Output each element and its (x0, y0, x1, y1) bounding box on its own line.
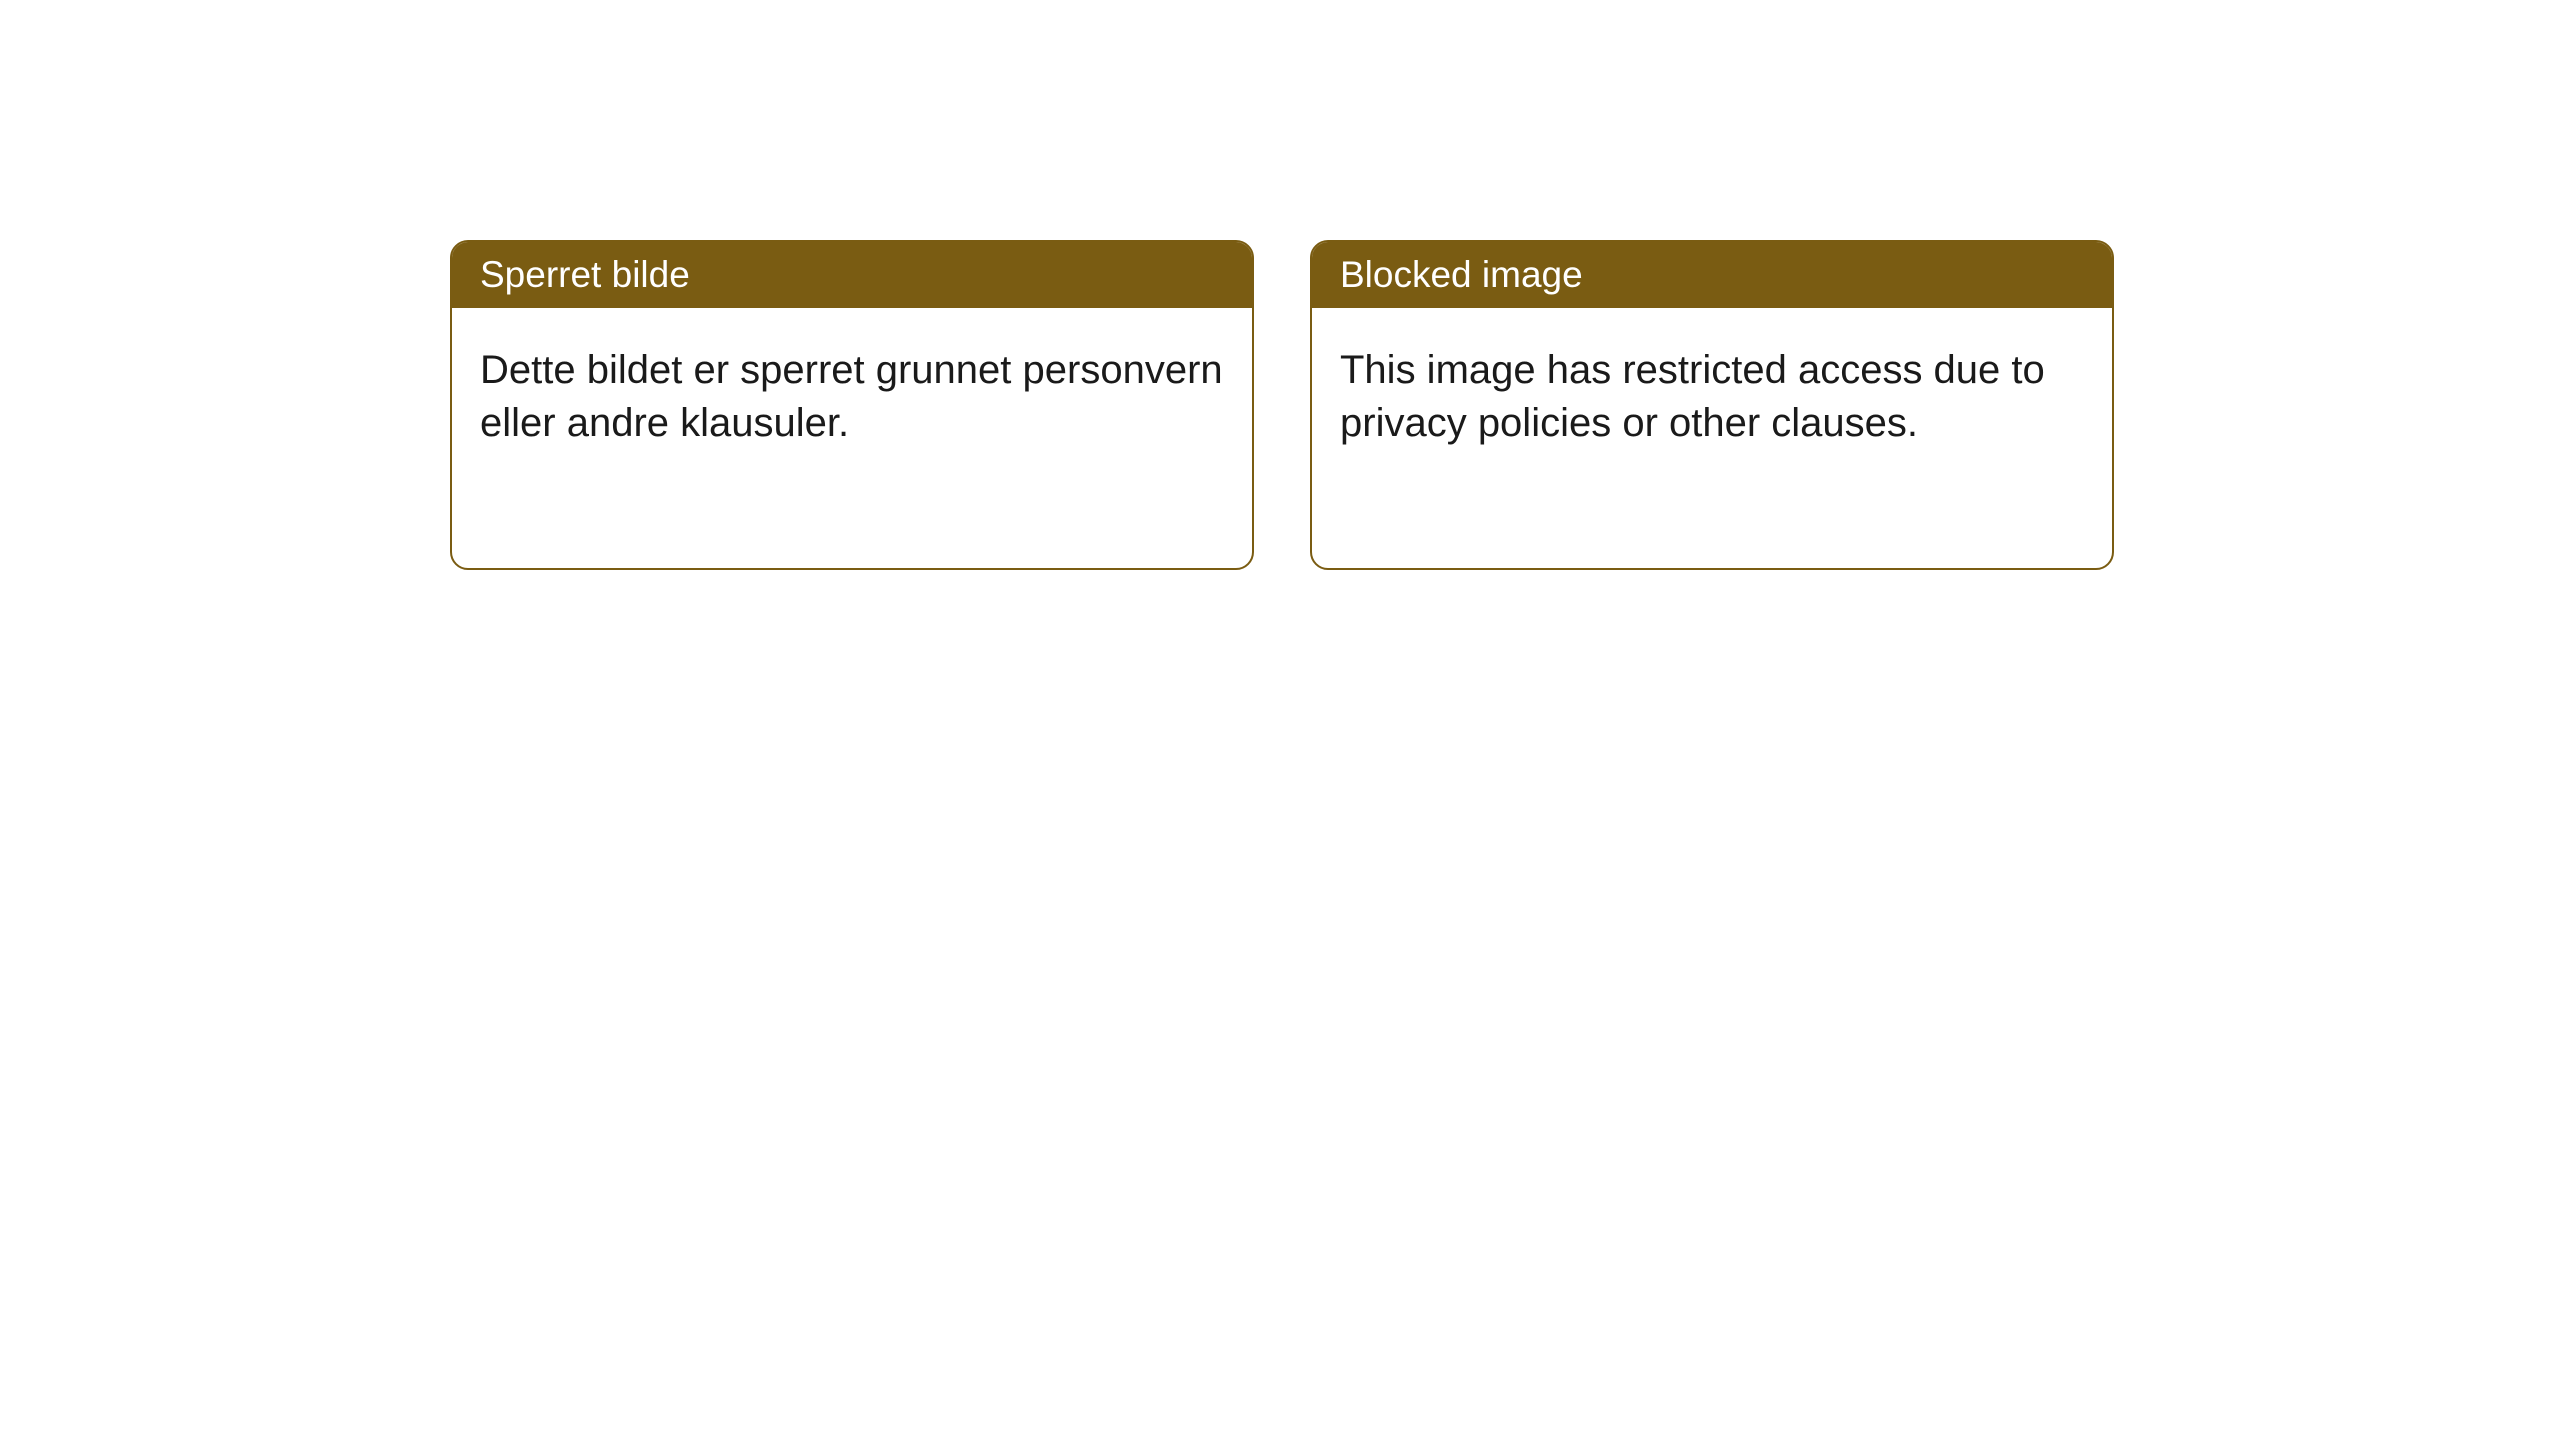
card-header-en: Blocked image (1312, 242, 2112, 308)
card-body-en: This image has restricted access due to … (1312, 308, 2112, 568)
card-body-no: Dette bildet er sperret grunnet personve… (452, 308, 1252, 568)
blocked-image-cards: Sperret bilde Dette bildet er sperret gr… (450, 240, 2114, 570)
card-header-no: Sperret bilde (452, 242, 1252, 308)
blocked-image-card-en: Blocked image This image has restricted … (1310, 240, 2114, 570)
card-header-text-no: Sperret bilde (480, 254, 690, 295)
card-body-text-no: Dette bildet er sperret grunnet personve… (480, 344, 1224, 450)
blocked-image-card-no: Sperret bilde Dette bildet er sperret gr… (450, 240, 1254, 570)
card-header-text-en: Blocked image (1340, 254, 1583, 295)
card-body-text-en: This image has restricted access due to … (1340, 344, 2084, 450)
